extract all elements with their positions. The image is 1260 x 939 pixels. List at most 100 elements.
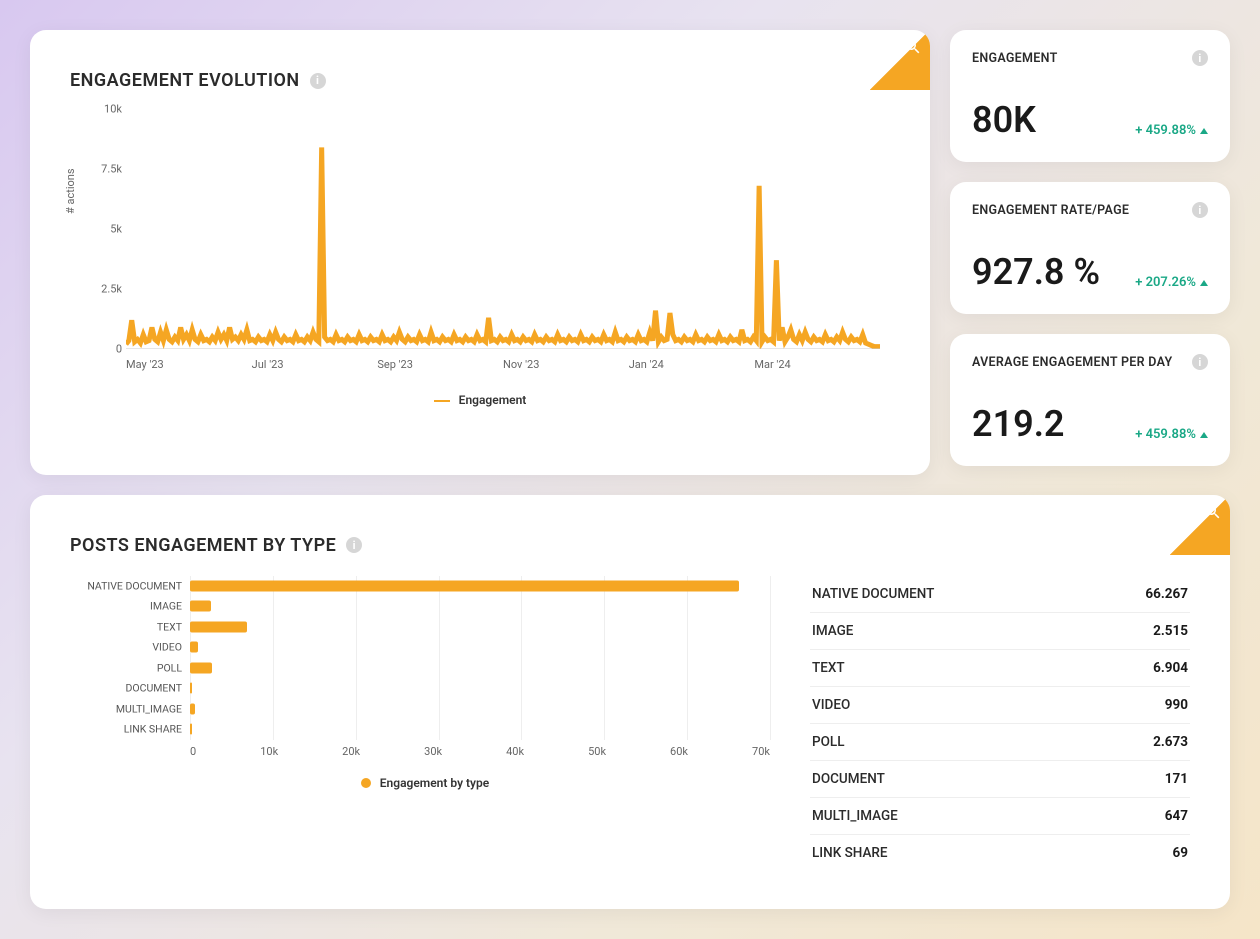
bar-label: POLL — [70, 661, 182, 674]
metric-title: ENGAGEMENT i — [972, 50, 1208, 66]
info-icon[interactable]: i — [346, 537, 362, 553]
x-tick-label: 70k — [752, 745, 770, 758]
x-tick-label: Sep '23 — [377, 358, 503, 371]
type-label: DOCUMENT — [812, 771, 885, 787]
chart-legend: Engagement — [70, 393, 890, 407]
bar-label: DOCUMENT — [70, 682, 182, 695]
info-icon[interactable]: i — [1192, 50, 1208, 66]
metric-title-text: ENGAGEMENT — [972, 51, 1058, 66]
metrics-column: ENGAGEMENTi80K+ 459.88% ENGAGEMENT RATE/… — [950, 30, 1230, 475]
y-tick-label: 2.5k — [90, 283, 122, 296]
card-title-text: ENGAGEMENT EVOLUTION — [70, 70, 300, 91]
line-chart-svg — [126, 109, 880, 349]
x-axis: May '23Jul '23Sep '23Nov '23Jan '24Mar '… — [126, 358, 880, 371]
bar — [190, 703, 195, 714]
metric-card: ENGAGEMENT RATE/PAGE i 927.8 % + 207.26% — [950, 182, 1230, 314]
table-row: VIDEO 990 — [810, 687, 1190, 724]
x-tick-label: 40k — [506, 745, 524, 758]
x-tick-label: 20k — [342, 745, 360, 758]
type-value: 647 — [1165, 808, 1188, 824]
type-label: POLL — [812, 734, 845, 750]
y-tick-label: 0 — [90, 343, 122, 356]
grid-line — [356, 576, 357, 740]
x-tick-label: Jan '24 — [629, 358, 755, 371]
x-axis: 010k20k30k40k50k60k70k — [190, 745, 770, 758]
y-tick-label: 5k — [90, 223, 122, 236]
type-label: IMAGE — [812, 623, 853, 639]
type-value: 66.267 — [1145, 586, 1188, 602]
table-row: MULTI_IMAGE 647 — [810, 798, 1190, 835]
type-label: NATIVE DOCUMENT — [812, 586, 934, 602]
type-value: 171 — [1165, 771, 1188, 787]
posts-by-type-card: POSTS ENGAGEMENT BY TYPE i 010k20k30k40k… — [30, 495, 1230, 910]
trend-up-icon — [1200, 128, 1208, 134]
x-tick-label: Mar '24 — [754, 358, 880, 371]
posts-by-type-table: NATIVE DOCUMENT 66.267 IMAGE 2.515 TEXT 6.904… — [810, 576, 1190, 871]
metric-delta: + 207.26% — [1135, 275, 1208, 290]
x-tick-label: May '23 — [126, 358, 252, 371]
card-title: POSTS ENGAGEMENT BY TYPE i — [70, 535, 1190, 556]
grid-line — [273, 576, 274, 740]
card-title: ENGAGEMENT EVOLUTION i — [70, 70, 890, 91]
expand-icon[interactable] — [1170, 495, 1230, 555]
table-row: LINK SHARE69 — [810, 835, 1190, 871]
x-tick-label: 50k — [588, 745, 606, 758]
trend-up-icon — [1200, 432, 1208, 438]
bar — [190, 662, 212, 673]
chart-plot-area — [126, 109, 880, 349]
metric-card: AVERAGE ENGAGEMENT PER DAY i 219.2 + 459.88… — [950, 334, 1230, 466]
bar-label: MULTI_IMAGE — [70, 702, 182, 715]
chart-legend: Engagement by type — [70, 776, 780, 790]
legend-color-swatch — [434, 400, 450, 402]
metric-title-text: ENGAGEMENT RATE/PAGE — [972, 203, 1129, 218]
bar-label: TEXT — [70, 620, 182, 633]
magnify-icon — [1204, 503, 1222, 521]
bar — [190, 683, 192, 694]
bar — [190, 724, 192, 735]
grid-line — [439, 576, 440, 740]
posts-by-type-chart: 010k20k30k40k50k60k70k NATIVE DOCUMENTIM… — [70, 576, 780, 776]
chart-plot-area — [190, 576, 770, 740]
type-label: VIDEO — [812, 697, 850, 713]
table-row: NATIVE DOCUMENT 66.267 — [810, 576, 1190, 613]
legend-label: Engagement — [459, 393, 527, 407]
type-label: LINK SHARE — [812, 845, 888, 861]
engagement-evolution-chart: # actions May '23Jul '23Sep '23Nov '23Ja… — [70, 109, 890, 389]
legend-color-swatch — [361, 778, 371, 788]
table-row: DOCUMENT 171 — [810, 761, 1190, 798]
bar-label: IMAGE — [70, 600, 182, 613]
y-tick-label: 7.5k — [90, 163, 122, 176]
bar — [190, 601, 211, 612]
dashboard: ENGAGEMENT EVOLUTION i # actions May '23… — [30, 30, 1230, 909]
info-icon[interactable]: i — [1192, 202, 1208, 218]
card-title-text: POSTS ENGAGEMENT BY TYPE — [70, 535, 336, 556]
x-tick-label: 10k — [260, 745, 278, 758]
type-value: 6.904 — [1153, 660, 1188, 676]
metric-card: ENGAGEMENTi80K+ 459.88% — [950, 30, 1230, 162]
type-value: 990 — [1165, 697, 1188, 713]
info-icon[interactable]: i — [310, 73, 326, 89]
x-tick-label: Nov '23 — [503, 358, 629, 371]
x-tick-label: Jul '23 — [252, 358, 378, 371]
bar — [190, 621, 247, 632]
type-label: TEXT — [812, 660, 845, 676]
metric-title: ENGAGEMENT RATE/PAGE i — [972, 202, 1208, 218]
metric-title-text: AVERAGE ENGAGEMENT PER DAY — [972, 355, 1172, 370]
info-icon[interactable]: i — [1192, 354, 1208, 370]
table-row: POLL 2.673 — [810, 724, 1190, 761]
expand-icon[interactable] — [870, 30, 930, 90]
grid-line — [687, 576, 688, 740]
bar-label: NATIVE DOCUMENT — [70, 579, 182, 592]
bar-label: VIDEO — [70, 641, 182, 654]
metric-delta: + 459.88% — [1135, 123, 1208, 138]
type-value: 2.515 — [1153, 623, 1188, 639]
type-value: 2.673 — [1153, 734, 1188, 750]
engagement-line — [126, 147, 880, 346]
type-label: MULTI_IMAGE — [812, 808, 898, 824]
metric-delta: + 459.88% — [1135, 427, 1208, 442]
trend-up-icon — [1200, 280, 1208, 286]
metric-value: 927.8 % — [972, 254, 1100, 290]
x-tick-label: 0 — [190, 745, 196, 758]
metric-value: 219.2 — [972, 406, 1065, 442]
y-axis-label: # actions — [64, 168, 77, 214]
